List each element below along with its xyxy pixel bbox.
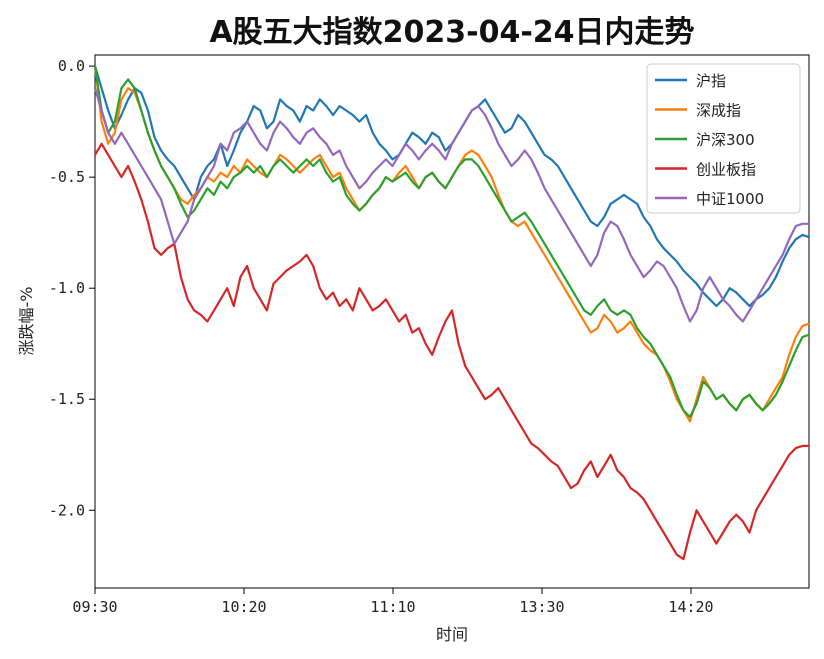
legend-label: 创业板指 (696, 161, 756, 179)
series-line-2 (93, 65, 810, 419)
y-axis-label: 涨跌幅-% (17, 287, 36, 356)
x-axis: 09:30 10:20 11:10 13:30 14:20 (72, 588, 714, 616)
y-tick-label: -1.0 (49, 279, 85, 297)
series-line-4 (93, 87, 809, 323)
x-tick-label: 09:30 (72, 598, 117, 616)
x-tick-label: 13:30 (519, 598, 564, 616)
y-tick-label: -2.0 (49, 501, 85, 519)
legend-label: 沪指 (696, 72, 726, 90)
legend-label: 中证1000 (696, 190, 764, 208)
y-tick-label: -1.5 (49, 390, 85, 408)
y-tick-label: -0.5 (49, 168, 85, 186)
plot-frame (94, 54, 810, 589)
x-tick-label: 14:20 (668, 598, 713, 616)
chart-title: A股五大指数2023-04-24日内走势 (209, 15, 694, 50)
x-tick-label: 11:10 (370, 598, 415, 616)
y-axis: 0.0 -0.5 -1.0 -1.5 -2.0 (49, 57, 95, 519)
legend-label: 深成指 (696, 102, 741, 120)
y-tick-label: 0.0 (58, 57, 85, 75)
x-axis-label: 时间 (436, 625, 468, 644)
legend-box (646, 63, 801, 214)
x-tick-label: 10:20 (221, 598, 266, 616)
legend-label: 沪深300 (696, 131, 755, 149)
series-lines (93, 65, 810, 561)
series-line-3 (94, 142, 809, 561)
